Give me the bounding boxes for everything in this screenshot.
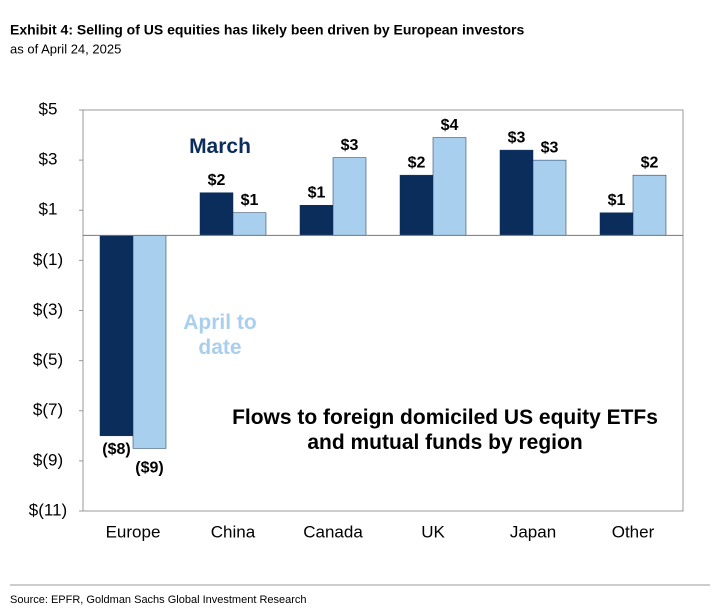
data-label: $1: [608, 192, 626, 209]
bar: [599, 212, 634, 236]
data-label: $4: [441, 117, 459, 134]
legend-label: April to date: [183, 311, 257, 360]
x-tick-label: Other: [612, 522, 655, 541]
bar: [432, 137, 467, 236]
y-tick-label: $(11): [29, 500, 67, 519]
data-label: $1: [241, 192, 259, 209]
annotation: Flows to foreign domiciled US equity ETF…: [232, 406, 658, 455]
bar: [399, 174, 434, 236]
x-tick-label: Europe: [106, 522, 161, 541]
x-tick-label: Japan: [510, 522, 556, 541]
y-tick-label: $1: [39, 200, 58, 219]
bar: [532, 159, 567, 236]
y-tick-label: $(3): [33, 300, 63, 319]
data-label: ($8): [102, 441, 130, 458]
y-tick-label: $5: [39, 99, 58, 118]
data-label: $3: [508, 129, 526, 146]
x-tick-label: UK: [421, 522, 445, 541]
data-label: $2: [641, 154, 659, 171]
data-label: $2: [408, 154, 426, 171]
data-label: $3: [541, 139, 559, 156]
legend-label: March: [189, 135, 251, 158]
data-label: $1: [308, 184, 326, 201]
y-tick-label: $(9): [33, 450, 63, 469]
data-label: ($9): [135, 460, 163, 477]
x-tick-label: China: [211, 522, 256, 541]
bar: [632, 174, 667, 236]
bar: [299, 204, 334, 236]
y-tick-label: $(1): [33, 250, 63, 269]
data-label: $2: [208, 172, 226, 189]
chart-subtitle: as of April 24, 2025: [10, 41, 121, 56]
data-label: $3: [341, 137, 359, 154]
bar: [132, 235, 167, 449]
bar: [499, 149, 534, 236]
bar: [99, 235, 134, 437]
x-tick-label: Canada: [303, 522, 363, 541]
y-tick-label: $(7): [33, 400, 63, 419]
y-tick-label: $(5): [33, 350, 63, 369]
bar: [232, 212, 267, 236]
bar: [332, 157, 367, 236]
y-tick-label: $3: [39, 150, 58, 169]
bar: [199, 192, 234, 236]
chart-title: Exhibit 4: Selling of US equities has li…: [10, 22, 524, 38]
source: Source: EPFR, Goldman Sachs Global Inves…: [10, 594, 307, 606]
